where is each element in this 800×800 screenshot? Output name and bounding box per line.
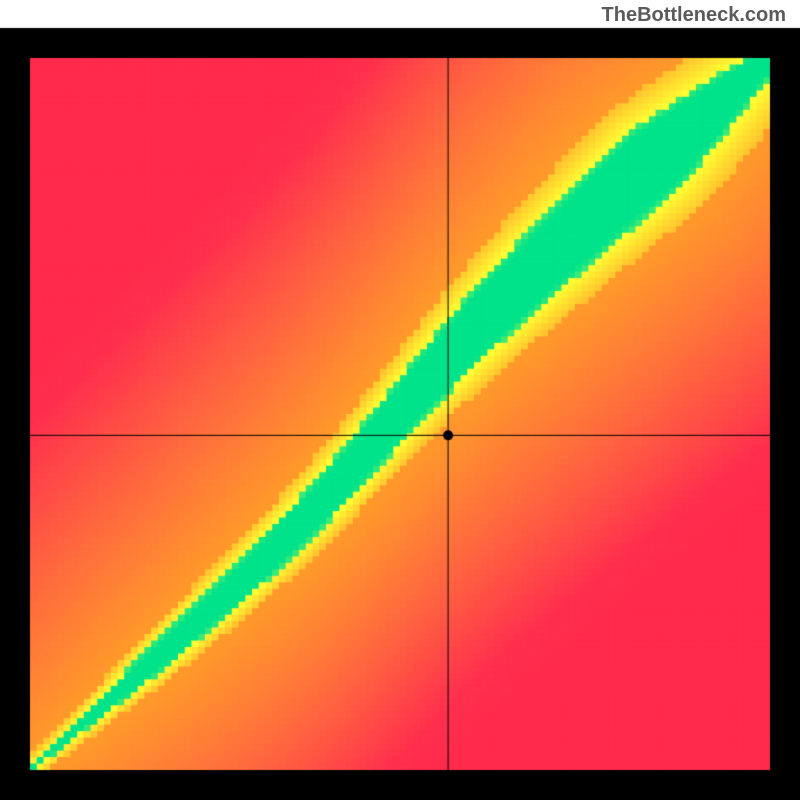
bottleneck-heatmap-canvas [0,0,800,800]
chart-container: TheBottleneck.com [0,0,800,800]
